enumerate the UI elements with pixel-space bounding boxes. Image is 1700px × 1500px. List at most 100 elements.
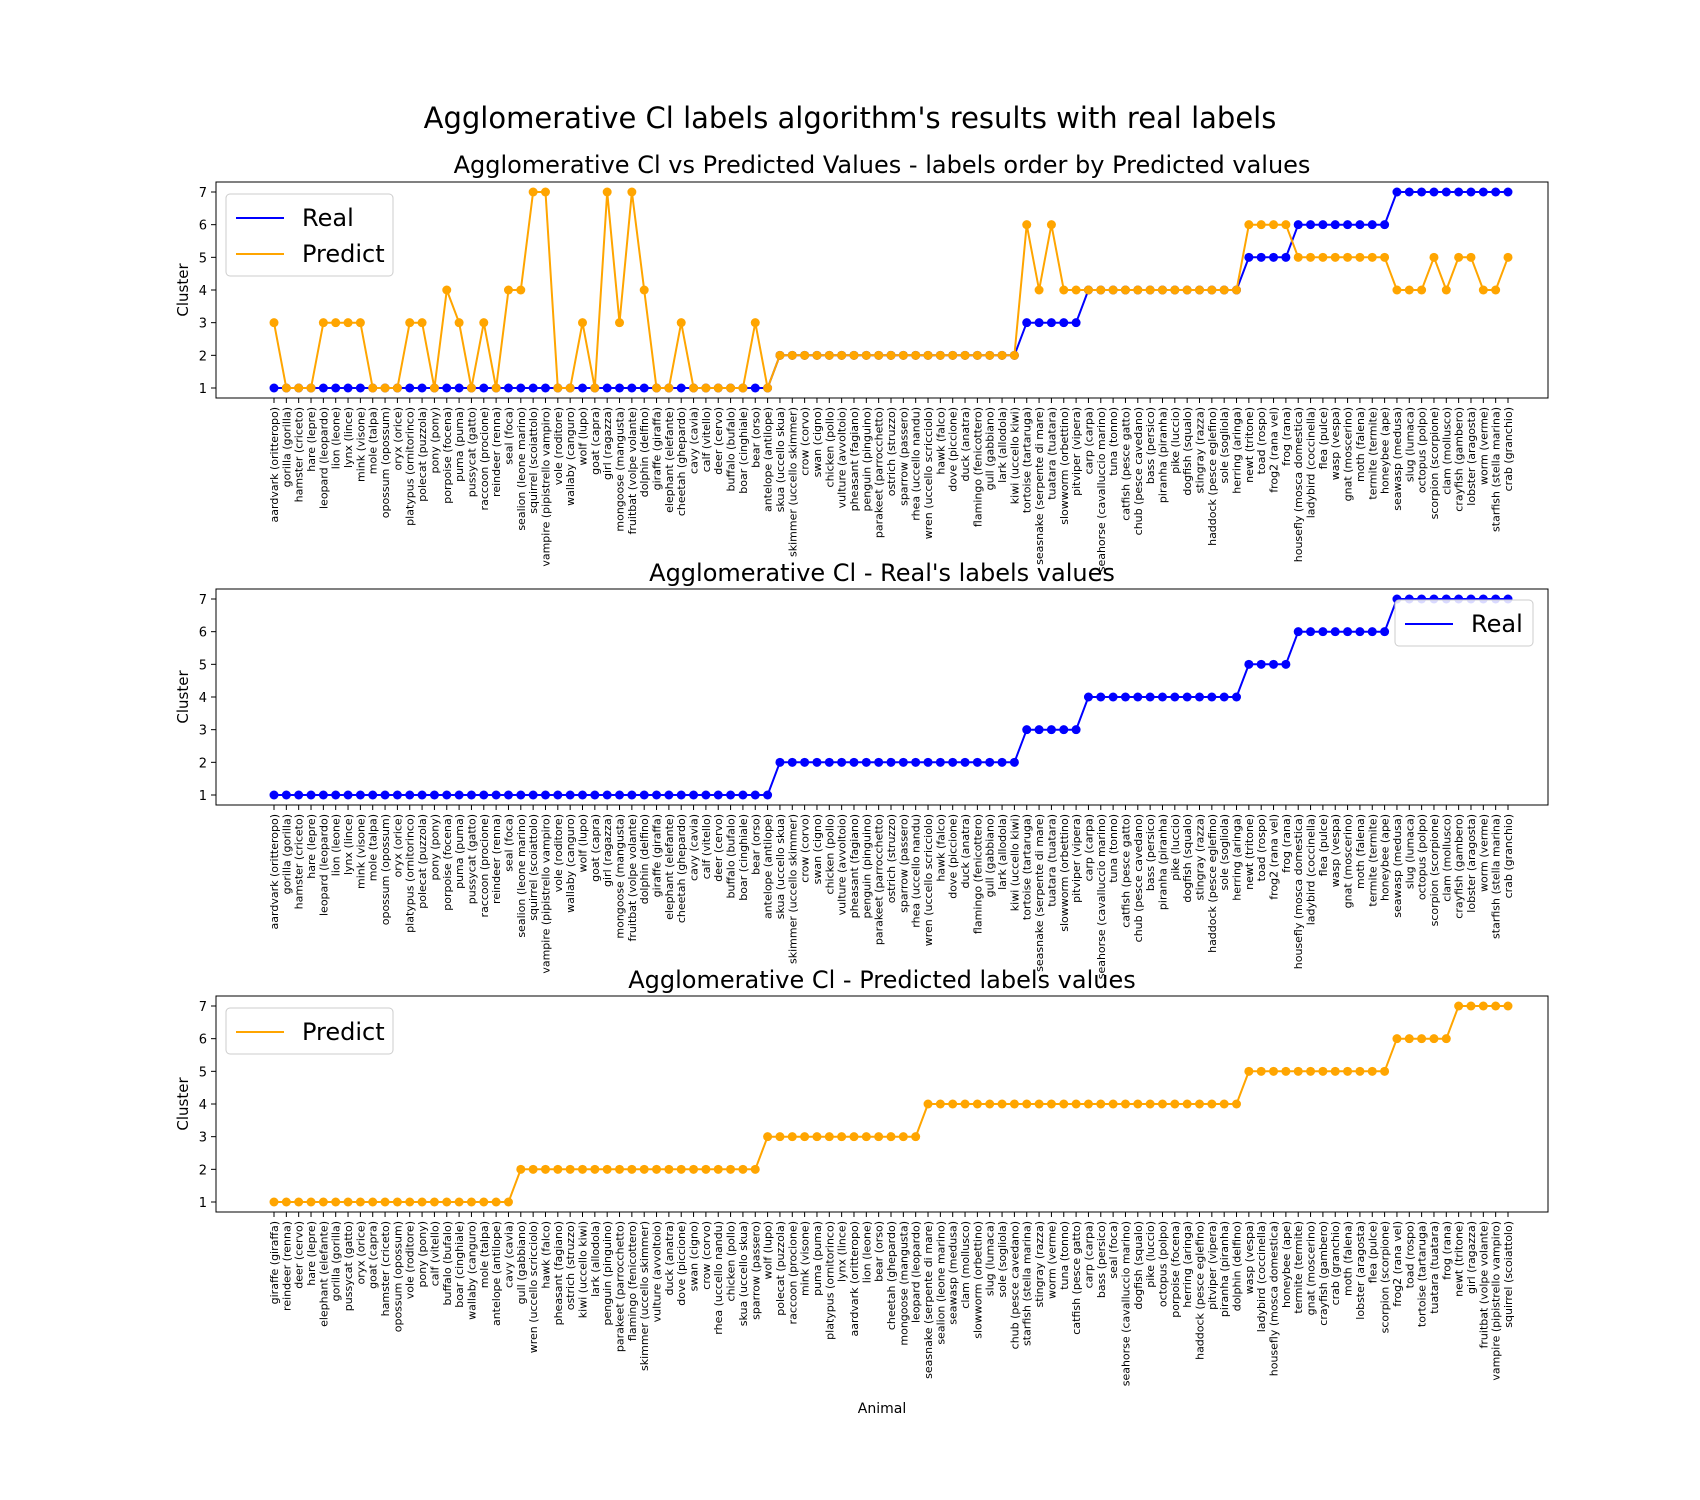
data-point xyxy=(763,1132,773,1142)
data-point xyxy=(1022,220,1032,230)
x-tick-label: carp (carpa) xyxy=(1082,814,1095,881)
data-point xyxy=(1306,252,1316,262)
data-point xyxy=(355,383,365,393)
x-tick-label: vole (roditore) xyxy=(552,814,565,892)
data-point xyxy=(1293,627,1303,637)
x-tick-label: wallaby (canguro) xyxy=(564,407,577,506)
y-tick-label: 1 xyxy=(199,382,207,397)
data-point xyxy=(368,383,378,393)
data-point xyxy=(331,318,341,328)
data-point xyxy=(1219,692,1229,702)
data-point xyxy=(775,1132,785,1142)
x-tick-label: crow (corvo) xyxy=(799,814,812,883)
x-tick-label: bear (orso) xyxy=(873,1221,886,1282)
data-point xyxy=(750,790,760,800)
x-tick-label: stingray (razza) xyxy=(1194,814,1207,900)
data-point xyxy=(985,350,995,360)
x-tick-label: elephant (elefante) xyxy=(663,814,676,920)
data-point xyxy=(429,1197,439,1207)
x-tick-label: crayfish (gambero) xyxy=(1453,407,1466,512)
data-point xyxy=(1306,627,1316,637)
data-point xyxy=(652,383,662,393)
x-tick-label: puma (puma) xyxy=(811,1221,824,1296)
x-tick-label: puma (puma) xyxy=(453,407,466,482)
data-point xyxy=(578,1164,587,1174)
x-tick-label: giraffe (giraffa) xyxy=(651,407,664,490)
x-tick-label: gorilla (gorilla) xyxy=(280,407,293,487)
data-point xyxy=(281,383,291,393)
x-tick-label: newt (tritone) xyxy=(1243,407,1256,483)
x-tick-label: swan (cigno) xyxy=(811,814,824,884)
data-point xyxy=(787,757,797,767)
data-point xyxy=(1207,285,1217,295)
x-tick-label: bass (persico) xyxy=(1144,814,1157,891)
chart-panel-3: Agglomerative Cl - Predicted labels valu… xyxy=(174,966,1549,1417)
x-tick-label: housefly (mosca domestica) xyxy=(1292,814,1305,969)
data-point xyxy=(701,1164,711,1174)
data-point xyxy=(639,1164,649,1174)
data-point xyxy=(306,383,316,393)
x-tick-label: lark (allodola) xyxy=(996,407,1009,483)
data-point xyxy=(1256,252,1266,262)
x-tick-label: frog2 (rana vel) xyxy=(1391,1221,1404,1307)
x-tick-label: seahorse (cavalluccio marino) xyxy=(1119,1221,1132,1386)
data-point xyxy=(1096,1099,1106,1109)
x-tick-label: sealion (leone marino) xyxy=(515,814,528,938)
data-point xyxy=(1232,1099,1242,1109)
data-point xyxy=(1157,285,1167,295)
x-tick-label: leopard (leopardo) xyxy=(317,814,330,916)
x-tick-label: fruitbat (volpe volante) xyxy=(626,407,639,534)
legend-box xyxy=(225,193,394,277)
x-tick-label: squirrel (scoiattolo) xyxy=(527,814,540,921)
data-point xyxy=(1466,252,1476,262)
x-tick-label: boar (cinghiale) xyxy=(737,814,750,901)
x-tick-label: starfish (stella marina) xyxy=(1490,814,1503,939)
data-point xyxy=(380,383,390,393)
x-tick-label: pheasant (fagiano) xyxy=(848,814,861,918)
x-tick-label: worm (verme) xyxy=(1045,1221,1058,1299)
x-tick-label: frog (rana) xyxy=(1280,407,1293,466)
x-tick-label: haddock (pesce eglefino) xyxy=(1206,814,1219,953)
data-point xyxy=(318,383,328,393)
x-tick-label: herring (aringa) xyxy=(1231,407,1244,494)
x-tick-label: skua (uccello skua) xyxy=(774,814,787,919)
data-point xyxy=(1503,252,1513,262)
x-tick-label: wren (uccello scricciolo) xyxy=(527,1221,540,1353)
x-tick-label: buffalo (bufalo) xyxy=(441,1221,454,1306)
x-tick-label: calf (vitello) xyxy=(428,1221,441,1286)
chart-panel-2: Agglomerative Cl - Real's labels values 1… xyxy=(174,559,1549,979)
data-point xyxy=(627,383,637,393)
x-tick-label: cheetah (ghepardo) xyxy=(885,1221,898,1330)
data-point xyxy=(318,1197,328,1207)
data-point xyxy=(676,1164,686,1174)
data-point xyxy=(750,1164,760,1174)
data-point xyxy=(627,1164,637,1174)
data-point xyxy=(1367,220,1377,230)
x-tick-label: sole (sogliola) xyxy=(1218,407,1231,483)
data-point xyxy=(1182,285,1192,295)
data-point xyxy=(1441,187,1451,197)
data-point xyxy=(676,383,686,393)
data-point xyxy=(281,790,291,800)
data-point xyxy=(948,757,958,767)
chart-title: Agglomerative Cl - Predicted labels valu… xyxy=(628,966,1136,994)
x-tick-label: pike (luccio) xyxy=(1144,1221,1157,1288)
x-tick-label: dove (piccione) xyxy=(675,1221,688,1306)
data-point xyxy=(516,285,526,295)
x-tick-label: chub (pesce cavedano) xyxy=(1008,1221,1021,1349)
x-tick-label: fruitbat (volpe volante) xyxy=(1477,1221,1490,1348)
x-tick-label: platypus (ornitorinco) xyxy=(404,814,417,933)
data-point xyxy=(627,187,637,197)
x-tick-label: catfish (pesce gatto) xyxy=(1119,407,1132,521)
x-tick-label: dolphin (delfino) xyxy=(638,814,651,904)
x-tick-label: elephant (elefante) xyxy=(663,407,676,513)
x-tick-label: wren (uccello scricciolo) xyxy=(922,814,935,946)
data-point xyxy=(1503,187,1513,197)
data-point xyxy=(454,318,464,328)
x-tick-label: vole (roditore) xyxy=(552,407,565,485)
data-point xyxy=(368,790,378,800)
x-tick-label: vulture (avvoltoio) xyxy=(836,407,849,508)
data-point xyxy=(824,1132,834,1142)
x-tick-label: polecat (puzzola) xyxy=(416,407,429,502)
x-tick-label: dolphin (delfino) xyxy=(638,407,651,497)
